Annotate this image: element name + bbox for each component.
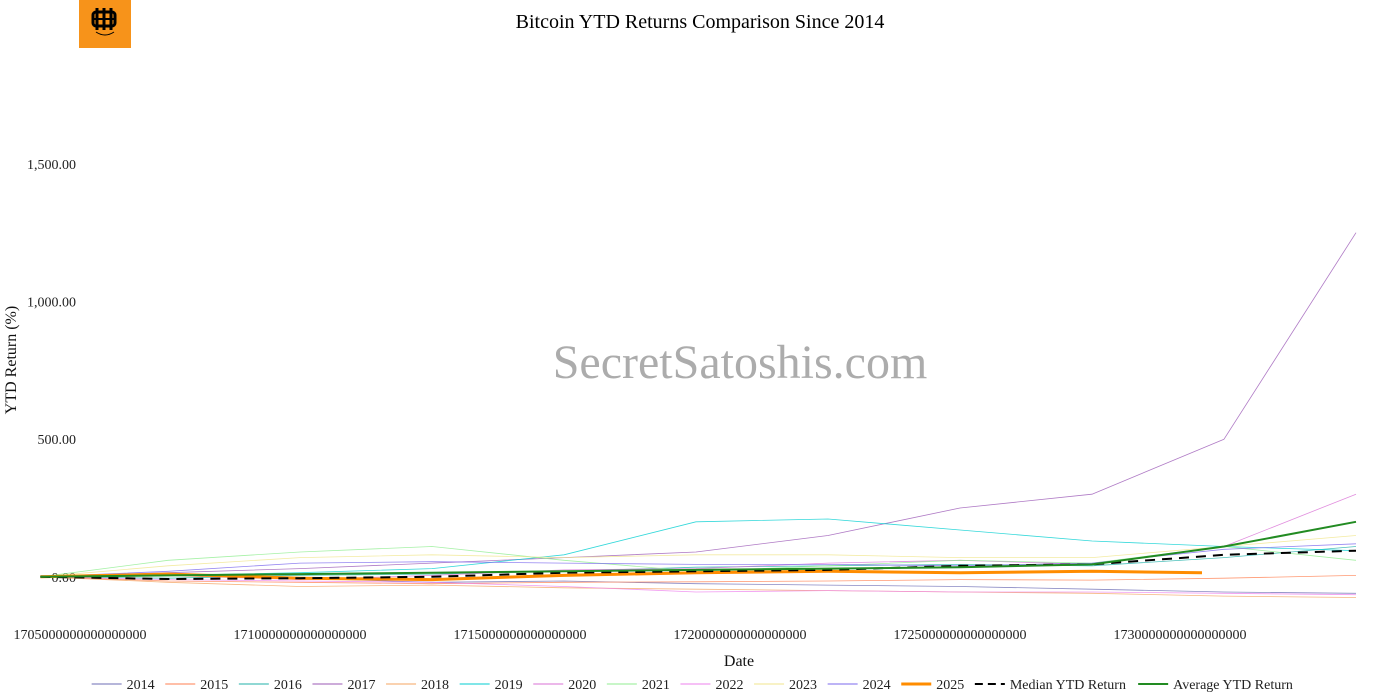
x-tick-label: 1705000000000000000 — [14, 628, 147, 643]
legend-label: 2016 — [274, 678, 302, 693]
legend-label: 2017 — [347, 678, 375, 693]
bitcoin-logo-glyph — [91, 8, 117, 36]
legend-label: 2023 — [789, 678, 817, 693]
y-axis-title: YTD Return (%) — [3, 306, 20, 414]
legend-label: 2022 — [715, 678, 743, 693]
chart-title: Bitcoin YTD Returns Comparison Since 201… — [516, 11, 885, 33]
legend-item: 2019 — [459, 678, 523, 693]
series-line-2017 — [40, 232, 1357, 578]
legend-label: Median YTD Return — [1010, 678, 1126, 693]
series-layer — [40, 232, 1357, 598]
x-tick-label: 1720000000000000000 — [674, 628, 807, 643]
x-tick-label: 1710000000000000000 — [234, 628, 367, 643]
legend-item: 2015 — [165, 678, 228, 693]
legend-label: 2021 — [642, 678, 670, 693]
legend-label: 2024 — [863, 678, 891, 693]
legend-item: 2020 — [533, 678, 596, 693]
legend-label: 2015 — [200, 678, 228, 693]
series-line-2015 — [40, 575, 1357, 585]
legend-item: 2016 — [238, 678, 302, 693]
legend-item: 2014 — [91, 678, 155, 693]
series-line-average-ytd-return — [40, 520, 1357, 578]
x-tick-label: 1715000000000000000 — [454, 628, 587, 643]
watermark-text: SecretSatoshis.com — [553, 336, 928, 389]
x-tick-label: 1725000000000000000 — [894, 628, 1027, 643]
legend-label: 2018 — [421, 678, 449, 693]
legend-item: 2021 — [606, 678, 670, 693]
bitcoin-logo-icon — [79, 0, 131, 48]
series-line-2025 — [40, 569, 1203, 582]
x-axis: 1705000000000000000 1710000000000000000 17… — [14, 628, 1247, 643]
legend-label: 2014 — [127, 678, 155, 693]
legend: 2014 2015 2016 2017 2018 2019 2020 2021 2022 2023… — [91, 678, 1293, 693]
x-axis-title: Date — [724, 653, 754, 670]
legend-item: 2023 — [754, 678, 817, 693]
series-line-2023 — [40, 535, 1357, 578]
legend-item: Median YTD Return — [974, 678, 1126, 693]
y-tick-label: 1,000.00 — [27, 296, 76, 311]
legend-item: 2025 — [901, 678, 964, 693]
series-line-2018 — [40, 576, 1357, 598]
legend-item: Average YTD Return — [1138, 678, 1293, 693]
legend-label: Average YTD Return — [1173, 678, 1293, 693]
series-line-median-ytd-return — [40, 549, 1357, 580]
x-tick-label: 1730000000000000000 — [1114, 628, 1247, 643]
y-tick-label: 1,500.00 — [27, 158, 76, 173]
series-line-2022 — [40, 576, 1357, 596]
legend-item: 2024 — [827, 678, 891, 693]
legend-item: 2017 — [312, 678, 375, 693]
legend-item: 2018 — [386, 678, 449, 693]
y-tick-label: 500.00 — [38, 433, 77, 448]
legend-item: 2022 — [680, 678, 743, 693]
legend-label: 2025 — [936, 678, 964, 693]
legend-label: 2020 — [568, 678, 596, 693]
legend-label: 2019 — [495, 678, 523, 693]
